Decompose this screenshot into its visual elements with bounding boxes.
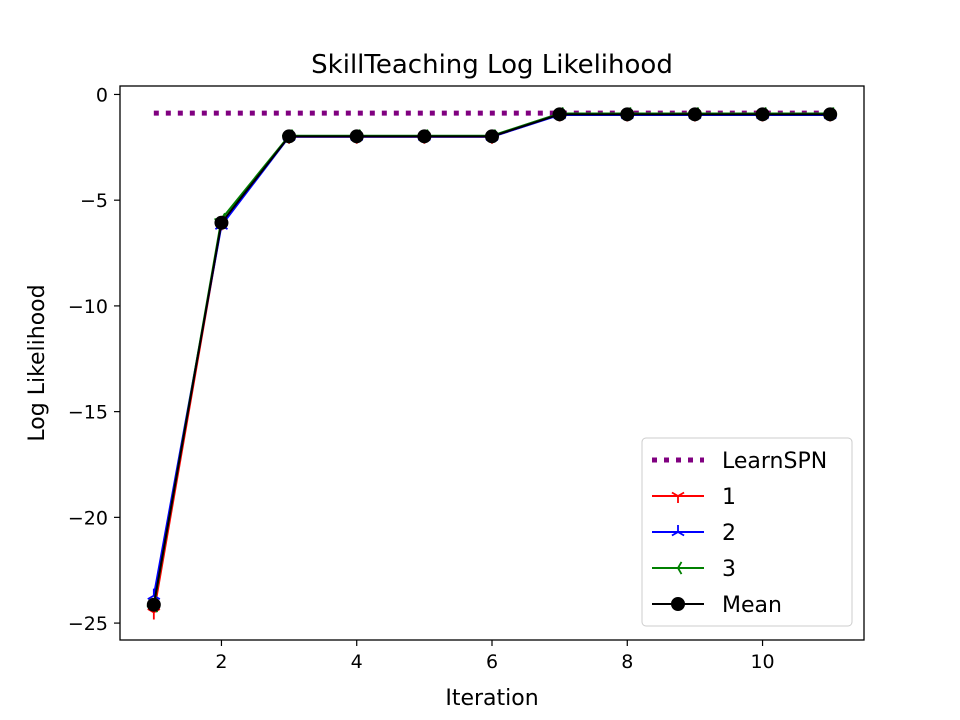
series-point-4 <box>755 107 770 122</box>
x-axis-label: Iteration <box>445 686 538 711</box>
x-tick-label: 10 <box>750 651 774 673</box>
series-point-4 <box>552 107 567 122</box>
legend-marker-1 <box>671 491 685 503</box>
legend-label-4: Mean <box>722 593 782 618</box>
legend-label-2: 2 <box>722 521 736 546</box>
y-tick-label: −15 <box>68 402 108 424</box>
y-tick-label: −10 <box>68 296 108 318</box>
y-tick-label: −25 <box>68 613 108 635</box>
series-point-4 <box>417 129 432 144</box>
series-point-4 <box>620 107 635 122</box>
legend-marker-2 <box>671 525 685 537</box>
legend-marker-3 <box>671 561 683 575</box>
x-tick-label: 6 <box>486 651 498 673</box>
legend-box <box>641 437 853 627</box>
legend-marker-4 <box>671 597 685 611</box>
series-point-4 <box>349 129 364 144</box>
series-point-4 <box>146 597 161 612</box>
y-tick-label: −5 <box>80 190 108 212</box>
plot-lines <box>146 106 838 620</box>
x-tick-label: 8 <box>621 651 633 673</box>
series-point-4 <box>823 107 838 122</box>
x-tick-label: 2 <box>215 651 227 673</box>
y-tick-label: 0 <box>96 84 108 106</box>
x-tick-label: 4 <box>351 651 363 673</box>
legend-label-3: 3 <box>722 557 736 582</box>
x-axis-ticks: 2 4 6 8 10 <box>215 640 775 673</box>
y-axis-label: Log Likelihood <box>25 284 50 441</box>
series-point-4 <box>485 129 499 144</box>
series-point-4 <box>282 129 297 144</box>
series-point-4 <box>214 215 229 230</box>
legend: LearnSPN 1 2 3 Mean <box>641 437 853 627</box>
legend-label-1: 1 <box>722 485 736 510</box>
y-axis-ticks: 0 −5 −10 −15 −20 −25 <box>68 84 120 635</box>
legend-label-0: LearnSPN <box>722 449 827 474</box>
chart-title: SkillTeaching Log Likelihood <box>311 50 673 80</box>
y-tick-label: −20 <box>68 507 108 529</box>
series-point-4 <box>687 107 702 122</box>
